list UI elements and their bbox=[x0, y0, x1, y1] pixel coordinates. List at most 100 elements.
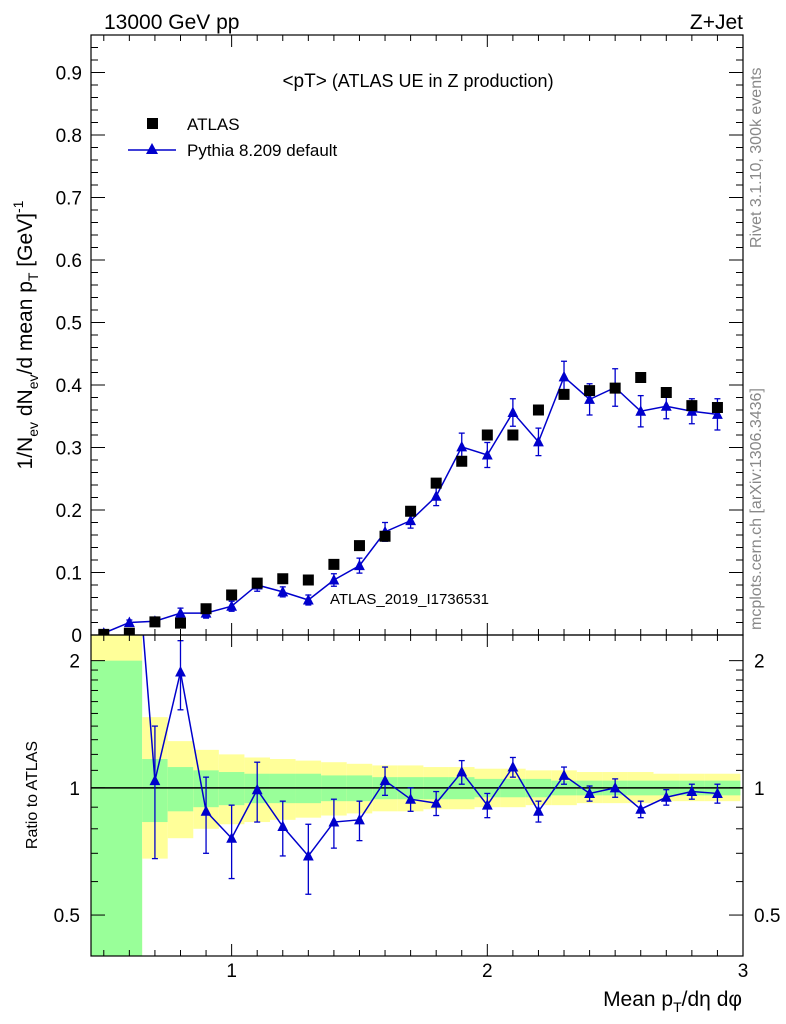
ratio-point bbox=[481, 799, 493, 810]
ratio-point bbox=[98, 580, 109, 591]
header-right: Z+Jet bbox=[690, 11, 743, 34]
atlas-data-point bbox=[609, 382, 621, 394]
main-y-tick-label: 0.3 bbox=[56, 439, 82, 460]
mc-point bbox=[456, 440, 468, 452]
ratio-point bbox=[226, 832, 238, 843]
x-tick-label: 3 bbox=[738, 961, 749, 982]
atlas-data-point bbox=[456, 455, 468, 467]
mc-point bbox=[558, 370, 570, 382]
atlas-data-point bbox=[277, 573, 289, 585]
ratio-point bbox=[686, 785, 698, 797]
mc-point bbox=[481, 449, 493, 460]
atlas-data-point bbox=[353, 540, 365, 552]
main-y-tick-label: 0.7 bbox=[56, 189, 82, 210]
ratio-point bbox=[302, 849, 314, 861]
legend: ATLAS Pythia 8.209 default bbox=[128, 115, 338, 160]
ratio-point bbox=[558, 769, 570, 780]
x-tick-label: 1 bbox=[226, 961, 237, 982]
ratio-point bbox=[609, 781, 621, 793]
atlas-data-point bbox=[200, 603, 212, 615]
mc-point bbox=[635, 405, 647, 416]
legend-pythia-label: Pythia 8.209 default bbox=[187, 141, 338, 160]
main-plot-area bbox=[98, 360, 723, 635]
atlas-data-point bbox=[532, 404, 544, 416]
ratio-y-tick-label: 0.5 bbox=[54, 906, 80, 927]
atlas-data-point bbox=[635, 372, 647, 383]
mc-point bbox=[354, 559, 365, 571]
band-inner-bin bbox=[91, 660, 143, 956]
atlas-data-point bbox=[149, 616, 161, 628]
atlas-data-point bbox=[558, 388, 570, 400]
x-axis-label: Mean pT/dη dφ bbox=[603, 988, 742, 1015]
ratio-point bbox=[712, 787, 723, 798]
atlas-data-point bbox=[379, 530, 391, 542]
ratio-point bbox=[456, 766, 468, 777]
axes-ticks: 0 0.1 0.2 0.3 0.4 0.5 0.6 0.7 0.8 0.9 1 2 3 0.5 0.5 1 1 2… bbox=[54, 35, 780, 982]
plot-title: <pT> (ATLAS UE in Z production) bbox=[282, 71, 553, 92]
band-inner-bin bbox=[167, 767, 194, 812]
watermark-label: ATLAS_2019_I1736531 bbox=[330, 591, 489, 608]
main-y-tick-label: 0.4 bbox=[56, 376, 83, 397]
main-y-tick-label: 0.1 bbox=[56, 564, 82, 585]
atlas-data-point bbox=[226, 589, 238, 601]
atlas-data-point bbox=[686, 400, 698, 412]
mc-point bbox=[660, 400, 672, 411]
atlas-data-point bbox=[405, 505, 417, 517]
mcplots-label: mcplots.cern.ch [arXiv:1306.3436] bbox=[748, 388, 765, 630]
mc-point bbox=[430, 490, 442, 501]
main-y-tick-label: 0.8 bbox=[56, 126, 82, 147]
mc-point bbox=[584, 393, 595, 404]
ratio-y-tick-label-right: 1 bbox=[754, 779, 765, 800]
atlas-data-point bbox=[584, 385, 596, 397]
mc-point bbox=[533, 435, 544, 447]
ratio-point bbox=[533, 805, 544, 816]
ratio-y-tick-label-right: 0.5 bbox=[754, 906, 780, 927]
header-left: 13000 GeV pp bbox=[104, 11, 239, 34]
ratio-point bbox=[354, 813, 365, 825]
main-y-tick-label: 0.2 bbox=[56, 501, 82, 522]
ratio-point bbox=[277, 820, 289, 832]
ratio-panel-frame bbox=[90, 634, 744, 957]
legend-pythia-marker bbox=[146, 143, 158, 154]
ratio-point bbox=[149, 774, 161, 786]
legend-atlas-marker bbox=[147, 118, 158, 129]
ratio-plot-area bbox=[98, 453, 723, 895]
atlas-data-point bbox=[430, 477, 442, 489]
main-y-tick-label: 0 bbox=[71, 626, 82, 647]
mc-point bbox=[226, 600, 238, 611]
ratio-y-tick-label-right: 2 bbox=[754, 652, 765, 673]
ratio-y-tick-label: 2 bbox=[69, 652, 80, 673]
ratio-y-tick-label: 1 bbox=[69, 779, 80, 800]
main-y-axis-label: 1/Nev dNev/d mean pT [GeV]-1 bbox=[10, 200, 41, 469]
ratio-point bbox=[430, 797, 442, 808]
atlas-data-point bbox=[328, 558, 340, 570]
mc-point bbox=[175, 607, 186, 618]
ratio-point bbox=[175, 666, 186, 677]
plot-title-main: <pT> bbox=[282, 71, 326, 92]
mc-point bbox=[123, 616, 135, 627]
ratio-point bbox=[200, 805, 212, 816]
rivet-label: Rivet 3.1.10, 300k events bbox=[748, 67, 765, 248]
mc-point bbox=[277, 585, 289, 597]
ratio-point bbox=[584, 787, 595, 798]
ratio-point bbox=[660, 791, 672, 802]
ratio-point bbox=[328, 816, 340, 827]
main-y-tick-label: 0.9 bbox=[56, 64, 82, 85]
main-y-tick-label: 0.5 bbox=[56, 314, 82, 335]
atlas-data-point bbox=[302, 574, 314, 586]
atlas-data-point bbox=[660, 387, 672, 398]
mc-point bbox=[302, 594, 314, 605]
mc-point bbox=[712, 408, 723, 419]
ratio-point bbox=[251, 783, 263, 795]
ratio-y-axis-label: Ratio to ATLAS bbox=[24, 741, 41, 849]
mc-point bbox=[405, 514, 417, 526]
legend-atlas-label: ATLAS bbox=[187, 115, 240, 134]
ratio-point bbox=[507, 761, 519, 772]
ratio-point bbox=[124, 453, 135, 464]
ratio-point bbox=[635, 803, 647, 814]
mc-point bbox=[328, 574, 340, 585]
ratio-point bbox=[405, 793, 417, 804]
x-tick-label: 2 bbox=[482, 961, 493, 982]
main-y-tick-label: 0.6 bbox=[56, 251, 82, 272]
mc-point bbox=[507, 406, 519, 417]
